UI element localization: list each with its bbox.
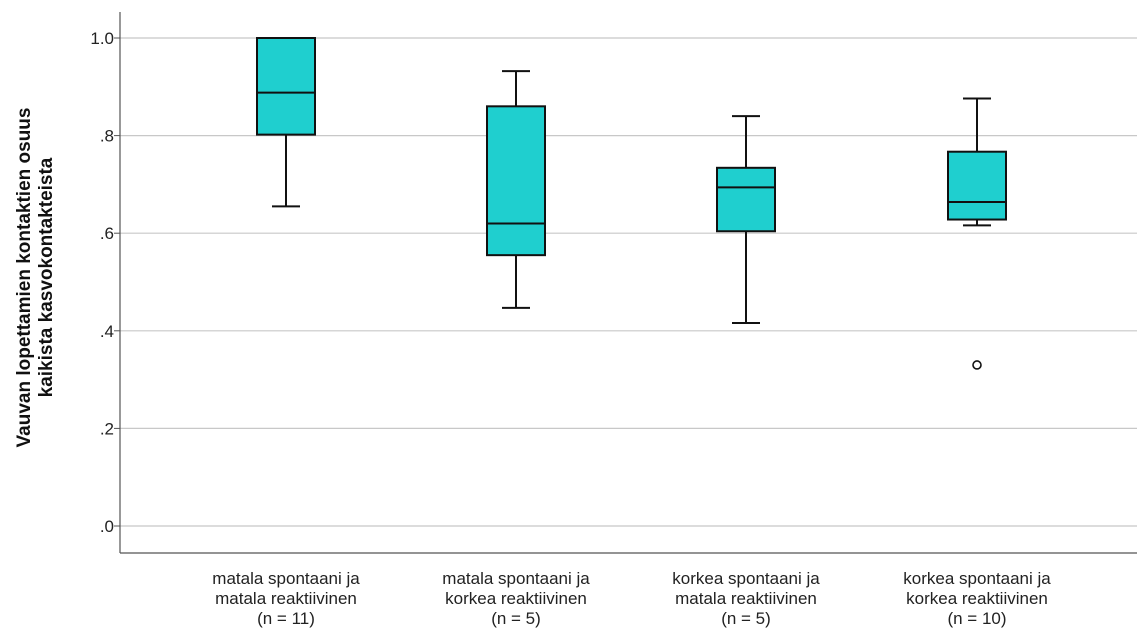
box-group bbox=[486, 70, 546, 309]
category-label: matala spontaani ja bbox=[442, 569, 590, 588]
box-group bbox=[947, 97, 1007, 370]
y-tick-label: .8 bbox=[100, 127, 114, 146]
boxes bbox=[256, 37, 1007, 370]
box-group bbox=[256, 37, 316, 208]
y-tick-label: .2 bbox=[100, 419, 114, 438]
category-label: korkea reaktiivinen bbox=[445, 589, 587, 608]
category-label: korkea spontaani ja bbox=[903, 569, 1051, 588]
category-label: matala spontaani ja bbox=[212, 569, 360, 588]
box-iqr bbox=[947, 150, 1007, 221]
y-axis-title: kaikista kasvokontakteista bbox=[36, 157, 57, 397]
box-iqr bbox=[716, 166, 776, 233]
category-label: (n = 11) bbox=[257, 609, 315, 628]
box-iqr bbox=[256, 37, 316, 136]
category-label: (n = 10) bbox=[947, 609, 1006, 628]
category-label: korkea spontaani ja bbox=[672, 569, 820, 588]
category-label: matala reaktiivinen bbox=[675, 589, 817, 608]
category-label: (n = 5) bbox=[721, 609, 771, 628]
category-label: matala reaktiivinen bbox=[215, 589, 357, 608]
y-tick-label: .4 bbox=[100, 322, 114, 341]
axes bbox=[114, 12, 1137, 554]
y-tick-label: .0 bbox=[100, 517, 114, 536]
box-iqr bbox=[486, 105, 546, 257]
outlier-point bbox=[972, 360, 982, 370]
category-label: korkea reaktiivinen bbox=[906, 589, 1048, 608]
category-label: (n = 5) bbox=[491, 609, 541, 628]
y-tick-label: 1.0 bbox=[90, 29, 114, 48]
box-group bbox=[716, 115, 776, 324]
y-axis-title: Vauvan lopettamien kontaktien osuus bbox=[14, 108, 35, 448]
y-tick-label: .6 bbox=[100, 224, 114, 243]
